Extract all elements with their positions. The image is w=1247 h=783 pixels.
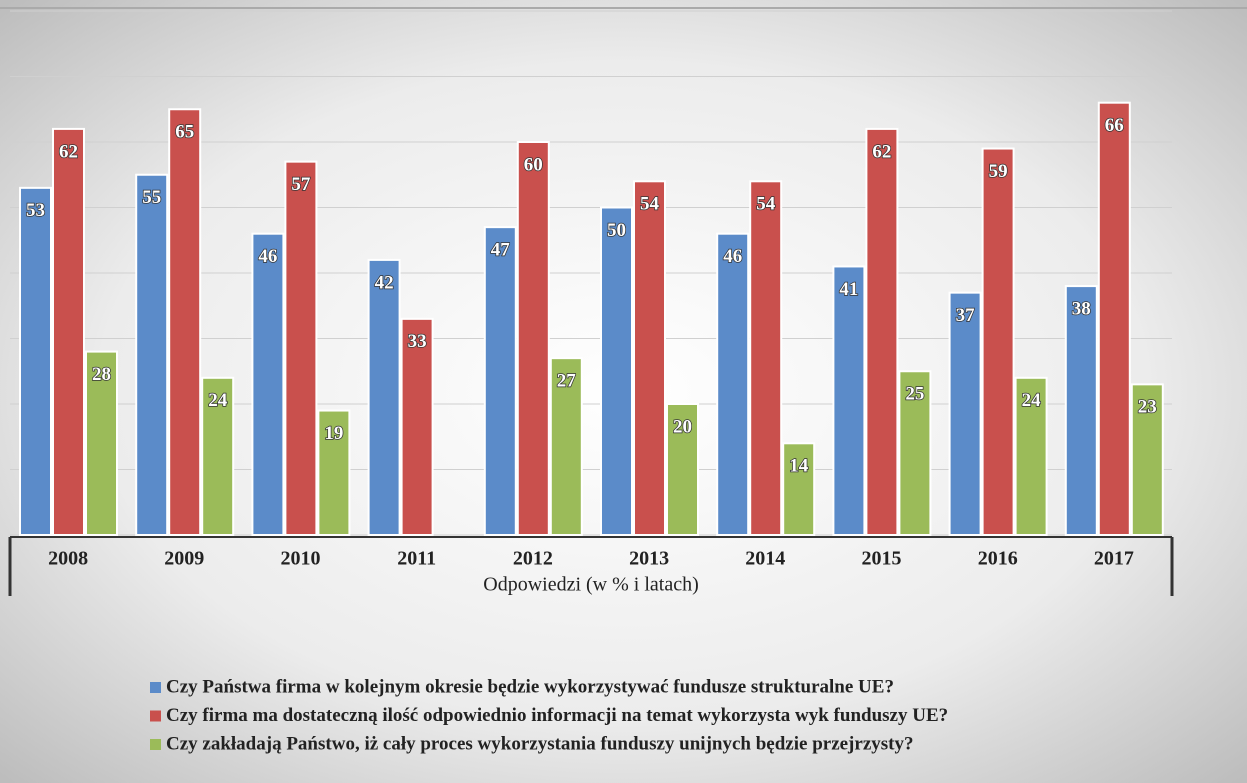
data-label: 41: [839, 279, 858, 300]
data-label: 19: [324, 423, 343, 444]
data-label: 24: [1022, 390, 1042, 411]
bar: [201, 376, 235, 536]
bar: [832, 265, 866, 536]
legend-label: Czy zakładają Państwo, iż cały proces wy…: [166, 733, 913, 754]
data-label: 23: [1138, 397, 1157, 418]
data-label: 37: [956, 305, 976, 326]
data-label: 42: [375, 272, 394, 293]
bar: [284, 160, 318, 536]
bar: [666, 403, 699, 536]
data-label: 46: [723, 246, 742, 267]
x-tick-label: 2017: [1094, 548, 1134, 570]
data-label: 60: [524, 154, 543, 175]
bar: [168, 108, 202, 536]
bar: [600, 206, 633, 536]
x-tick-label: 2010: [281, 548, 321, 570]
bar: [549, 357, 583, 536]
bar: [782, 442, 816, 536]
bar: [865, 127, 899, 536]
data-label: 14: [789, 456, 809, 477]
data-label: 57: [291, 174, 311, 195]
data-label: 24: [208, 390, 228, 411]
legend-swatch: [150, 682, 161, 693]
x-tick-label: 2011: [397, 548, 436, 570]
bar: [135, 173, 169, 536]
data-label: 62: [872, 141, 891, 162]
x-tick-label: 2016: [978, 548, 1018, 570]
x-tick-label: 2008: [48, 548, 88, 570]
data-label: 20: [673, 416, 692, 437]
bar: [1130, 383, 1164, 536]
bar: [516, 141, 550, 536]
x-tick-label: 2014: [745, 548, 785, 570]
legend: Czy Państwa firma w kolejnym okresie będ…: [150, 676, 948, 754]
data-label: 66: [1105, 115, 1124, 136]
bar: [483, 226, 517, 536]
x-tick-label: 2012: [513, 548, 553, 570]
legend-label: Czy firma ma dostateczną ilość odpowiedn…: [166, 705, 948, 726]
data-label: 27: [557, 371, 577, 392]
bar: [19, 186, 52, 536]
data-label: 25: [905, 384, 924, 405]
data-label: 54: [640, 194, 660, 215]
data-label: 33: [408, 331, 427, 352]
data-label: 54: [756, 194, 776, 215]
bar: [85, 350, 118, 536]
data-label: 62: [59, 141, 78, 162]
bar: [948, 291, 982, 536]
data-label: 65: [175, 122, 194, 143]
x-axis-title: Odpowiedzi (w % i latach): [483, 574, 698, 596]
data-label: 46: [258, 246, 277, 267]
x-tick-label: 2015: [862, 548, 902, 570]
data-label: 38: [1072, 298, 1091, 319]
bars: 53 62 28 55 65 24 46 57 19 42 33 47 60 27 50 54 20 46 54 14…: [19, 101, 1164, 537]
bar: [1014, 376, 1048, 536]
bar: [400, 317, 434, 536]
bar: [898, 370, 932, 536]
bar: [251, 232, 285, 536]
legend-label: Czy Państwa firma w kolejnym okresie będ…: [166, 676, 894, 697]
bar: [367, 258, 401, 536]
bar: [633, 180, 666, 537]
x-tick-label: 2013: [629, 548, 669, 570]
legend-swatch: [150, 710, 161, 722]
bar: [317, 409, 351, 536]
data-label: 59: [989, 161, 1008, 182]
x-tick-label: 2009: [164, 548, 204, 570]
data-label: 50: [607, 220, 626, 241]
bar: [52, 127, 85, 536]
bar: [1097, 101, 1131, 536]
data-label: 47: [491, 240, 511, 261]
bar: [981, 147, 1015, 537]
data-label: 28: [92, 364, 111, 385]
legend-swatch: [150, 739, 161, 750]
bar: [749, 180, 783, 537]
bar: [716, 232, 750, 536]
data-label: 53: [26, 200, 45, 221]
data-label: 55: [142, 187, 161, 208]
bar: [1064, 285, 1098, 536]
